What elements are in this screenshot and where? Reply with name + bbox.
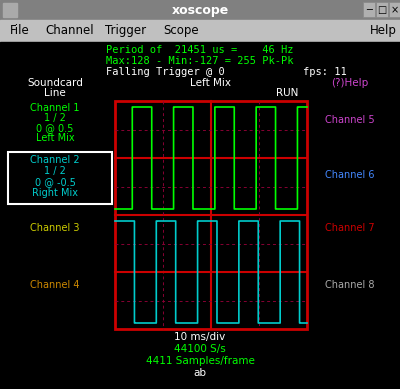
Text: Channel 2: Channel 2 xyxy=(30,155,80,165)
Text: 0 @ -0.5: 0 @ -0.5 xyxy=(34,177,76,187)
Text: (?)Help: (?)Help xyxy=(331,78,369,88)
Text: 4411 Samples/frame: 4411 Samples/frame xyxy=(146,356,254,366)
Text: Max:128 - Min:-127 = 255 Pk-Pk: Max:128 - Min:-127 = 255 Pk-Pk xyxy=(106,56,294,66)
Text: Soundcard: Soundcard xyxy=(27,78,83,88)
Text: Channel 8: Channel 8 xyxy=(325,280,375,290)
Text: Help: Help xyxy=(370,23,397,37)
Text: ab: ab xyxy=(194,368,206,378)
Text: Channel 4: Channel 4 xyxy=(30,280,80,290)
Text: ×: × xyxy=(391,5,399,15)
Text: Right Mix: Right Mix xyxy=(32,188,78,198)
Bar xyxy=(0,20,400,41)
Bar xyxy=(363,2,375,17)
Bar xyxy=(115,101,307,329)
Text: Left Mix: Left Mix xyxy=(36,133,74,143)
Text: 1 / 2: 1 / 2 xyxy=(44,113,66,123)
Text: Channel 3: Channel 3 xyxy=(30,223,80,233)
Text: 0 @ 0.5: 0 @ 0.5 xyxy=(36,123,74,133)
Text: 10 ms/div: 10 ms/div xyxy=(174,332,226,342)
Text: Channel 6: Channel 6 xyxy=(325,170,375,180)
Text: Trigger: Trigger xyxy=(105,23,146,37)
Text: Channel: Channel xyxy=(45,23,94,37)
Bar xyxy=(389,2,400,17)
Text: Channel 7: Channel 7 xyxy=(325,223,375,233)
Text: ─: ─ xyxy=(366,5,372,15)
Bar xyxy=(376,2,388,17)
Text: Line: Line xyxy=(44,88,66,98)
Text: 1 / 2: 1 / 2 xyxy=(44,166,66,176)
Text: Left Mix: Left Mix xyxy=(190,78,230,88)
Bar xyxy=(3,3,17,17)
Bar xyxy=(0,0,400,20)
Text: xoscope: xoscope xyxy=(171,4,229,16)
Text: RUN: RUN xyxy=(276,88,298,98)
Text: Period of  21451 us =    46 Hz: Period of 21451 us = 46 Hz xyxy=(106,45,294,55)
Text: Scope: Scope xyxy=(163,23,199,37)
Bar xyxy=(8,152,112,204)
Text: File: File xyxy=(10,23,30,37)
Text: Falling Trigger @ 0: Falling Trigger @ 0 xyxy=(106,67,224,77)
Text: Channel 5: Channel 5 xyxy=(325,115,375,125)
Text: fps: 11: fps: 11 xyxy=(303,67,347,77)
Text: Channel 1: Channel 1 xyxy=(30,103,80,113)
Bar xyxy=(0,42,400,389)
Text: 44100 S/s: 44100 S/s xyxy=(174,344,226,354)
Text: □: □ xyxy=(377,5,387,15)
